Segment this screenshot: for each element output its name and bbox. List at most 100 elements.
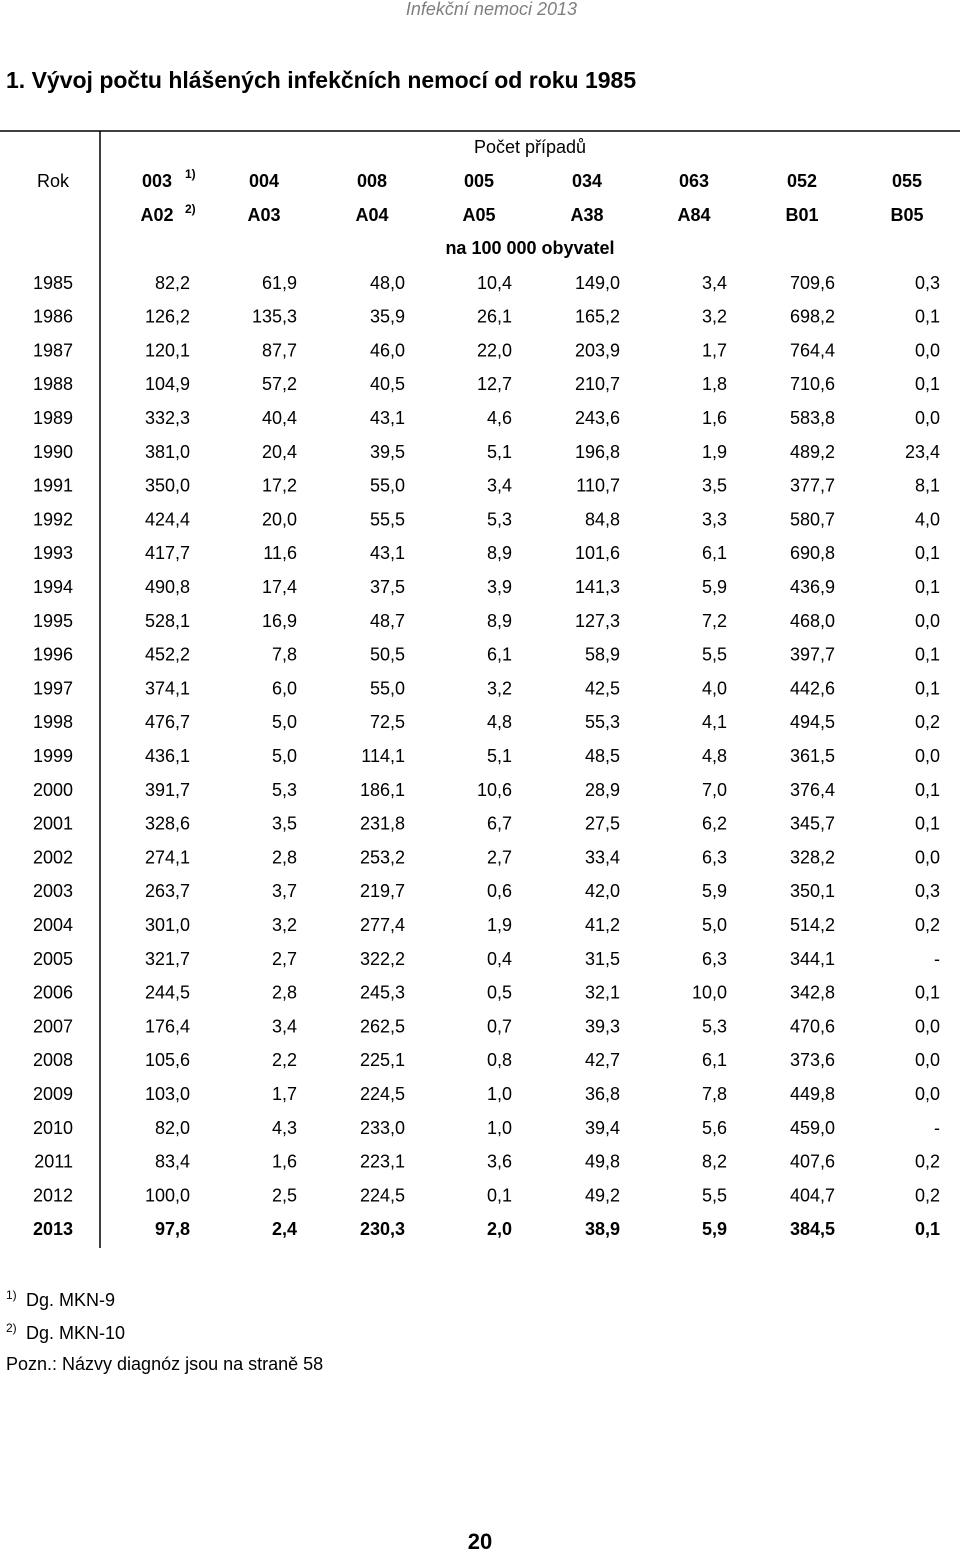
value-cell: 3,4 xyxy=(487,476,512,496)
year-cell: 2009 xyxy=(33,1084,73,1104)
value-cell: 376,4 xyxy=(790,780,835,800)
year-cell: 2008 xyxy=(33,1050,73,1070)
value-cell: 28,9 xyxy=(585,780,620,800)
value-cell: 7,8 xyxy=(702,1084,727,1104)
value-cell: 8,9 xyxy=(487,543,512,563)
value-cell: 82,2 xyxy=(155,273,190,293)
value-cell: 3,3 xyxy=(702,509,727,529)
year-cell: 1991 xyxy=(33,476,73,496)
value-cell: 0,5 xyxy=(487,983,512,1003)
value-cell: 0,2 xyxy=(915,1185,940,1205)
value-cell: 262,5 xyxy=(360,1016,405,1036)
value-cell: 17,4 xyxy=(262,577,297,597)
year-cell: 2012 xyxy=(33,1185,73,1205)
value-cell: 3,5 xyxy=(702,476,727,496)
value-cell: 55,3 xyxy=(585,712,620,732)
code-mkn9: 063 xyxy=(679,171,709,191)
value-cell: 2,2 xyxy=(272,1050,297,1070)
value-cell: 690,8 xyxy=(790,543,835,563)
value-cell: 274,1 xyxy=(145,847,190,867)
value-cell: 332,3 xyxy=(145,408,190,428)
value-cell: 0,1 xyxy=(915,307,940,327)
value-cell: 5,6 xyxy=(702,1118,727,1138)
value-cell: 165,2 xyxy=(575,307,620,327)
value-cell: 489,2 xyxy=(790,442,835,462)
rok-label: Rok xyxy=(37,171,70,191)
value-cell: 5,9 xyxy=(702,881,727,901)
year-cell: 1992 xyxy=(33,509,73,529)
code-mkn10: A05 xyxy=(462,205,495,225)
value-cell: 277,4 xyxy=(360,915,405,935)
value-cell: 1,9 xyxy=(487,915,512,935)
value-cell: 710,6 xyxy=(790,374,835,394)
year-cell: 1986 xyxy=(33,307,73,327)
code-mkn10: A04 xyxy=(355,205,388,225)
value-cell: 223,1 xyxy=(360,1152,405,1172)
value-cell: 141,3 xyxy=(575,577,620,597)
value-cell: 35,9 xyxy=(370,307,405,327)
code-mkn9: 005 xyxy=(464,171,494,191)
value-cell: 5,1 xyxy=(487,746,512,766)
value-cell: 0,1 xyxy=(915,543,940,563)
value-cell: 417,7 xyxy=(145,543,190,563)
value-cell: 709,6 xyxy=(790,273,835,293)
value-cell: 38,9 xyxy=(585,1219,620,1239)
value-cell: 104,9 xyxy=(145,374,190,394)
value-cell: 42,7 xyxy=(585,1050,620,1070)
value-cell: 6,7 xyxy=(487,814,512,834)
year-cell: 2004 xyxy=(33,915,73,935)
value-cell: 231,8 xyxy=(360,814,405,834)
year-cell: 1990 xyxy=(33,442,73,462)
value-cell: 48,7 xyxy=(370,611,405,631)
value-cell: 322,2 xyxy=(360,949,405,969)
value-cell: 244,5 xyxy=(145,983,190,1003)
value-cell: 49,8 xyxy=(585,1152,620,1172)
value-cell: 344,1 xyxy=(790,949,835,969)
value-cell: 12,7 xyxy=(477,374,512,394)
value-cell: 41,2 xyxy=(585,915,620,935)
value-cell: 225,1 xyxy=(360,1050,405,1070)
year-cell: 1996 xyxy=(33,645,73,665)
value-cell: 0,2 xyxy=(915,1152,940,1172)
value-cell: 301,0 xyxy=(145,915,190,935)
value-cell: 4,0 xyxy=(702,678,727,698)
year-cell: 2010 xyxy=(33,1118,73,1138)
value-cell: 8,9 xyxy=(487,611,512,631)
value-cell: 391,7 xyxy=(145,780,190,800)
year-cell: 1988 xyxy=(33,374,73,394)
value-cell: 0,1 xyxy=(915,780,940,800)
footnote-mark: 1) xyxy=(6,1288,17,1302)
value-cell: 328,2 xyxy=(790,847,835,867)
value-cell: 39,5 xyxy=(370,442,405,462)
year-cell: 1985 xyxy=(33,273,73,293)
note: Pozn.: Názvy diagnóz jsou na straně 58 xyxy=(6,1354,323,1374)
value-cell: 11,6 xyxy=(263,543,297,563)
value-cell: 233,0 xyxy=(360,1118,405,1138)
value-cell: 452,2 xyxy=(145,645,190,665)
code-mkn9: 008 xyxy=(357,171,387,191)
value-cell: 149,0 xyxy=(575,273,620,293)
value-cell: 3,2 xyxy=(702,307,727,327)
footnote-ref: 2) xyxy=(185,202,196,216)
value-cell: 4,0 xyxy=(915,509,940,529)
footnote-mark: 2) xyxy=(6,1321,17,1335)
value-cell: 50,5 xyxy=(370,645,405,665)
value-cell: 514,2 xyxy=(790,915,835,935)
value-cell: 0,0 xyxy=(915,746,940,766)
value-cell: 42,0 xyxy=(585,881,620,901)
value-cell: 470,6 xyxy=(790,1016,835,1036)
value-cell: 61,9 xyxy=(262,273,297,293)
value-cell: 114,1 xyxy=(361,746,405,766)
value-cell: 361,5 xyxy=(790,746,835,766)
value-cell: 22,0 xyxy=(477,340,512,360)
value-cell: 4,6 xyxy=(487,408,512,428)
year-cell: 1994 xyxy=(33,577,73,597)
year-cell: 1997 xyxy=(33,678,73,698)
value-cell: 55,0 xyxy=(370,476,405,496)
value-cell: 374,1 xyxy=(145,678,190,698)
value-cell: 10,0 xyxy=(692,983,727,1003)
value-cell: 176,4 xyxy=(145,1016,190,1036)
code-mkn9: 004 xyxy=(249,171,279,191)
value-cell: 23,4 xyxy=(905,442,940,462)
